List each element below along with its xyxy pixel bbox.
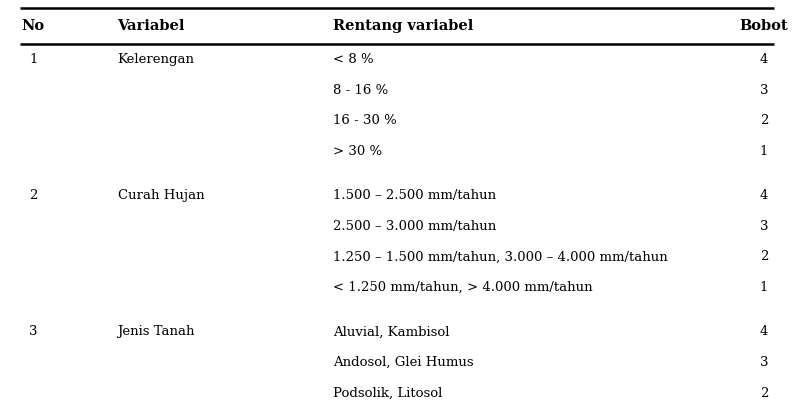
Text: 1: 1 <box>760 145 768 158</box>
Text: 1.250 – 1.500 mm/tahun, 3.000 – 4.000 mm/tahun: 1.250 – 1.500 mm/tahun, 3.000 – 4.000 mm… <box>333 250 669 263</box>
Text: 2: 2 <box>760 250 768 263</box>
Text: 4: 4 <box>760 53 768 66</box>
Text: 1.500 – 2.500 mm/tahun: 1.500 – 2.500 mm/tahun <box>333 189 496 202</box>
Text: > 30 %: > 30 % <box>333 145 383 158</box>
Text: 3: 3 <box>760 220 768 233</box>
Text: 2: 2 <box>29 189 37 202</box>
Text: Kelerengan: Kelerengan <box>118 53 195 66</box>
Text: Rentang variabel: Rentang variabel <box>333 20 474 33</box>
Text: 8 - 16 %: 8 - 16 % <box>333 84 389 97</box>
Text: 16 - 30 %: 16 - 30 % <box>333 114 397 127</box>
Text: 3: 3 <box>29 325 37 339</box>
Text: 3: 3 <box>760 84 768 97</box>
Text: Jenis Tanah: Jenis Tanah <box>118 325 195 339</box>
Text: No: No <box>21 20 45 33</box>
Text: 1: 1 <box>29 53 37 66</box>
Text: 4: 4 <box>760 189 768 202</box>
Text: < 1.250 mm/tahun, > 4.000 mm/tahun: < 1.250 mm/tahun, > 4.000 mm/tahun <box>333 281 593 294</box>
Text: Variabel: Variabel <box>118 20 185 33</box>
Text: Podsolik, Litosol: Podsolik, Litosol <box>333 386 443 399</box>
Text: 4: 4 <box>760 325 768 339</box>
Text: < 8 %: < 8 % <box>333 53 374 66</box>
Text: Curah Hujan: Curah Hujan <box>118 189 204 202</box>
Text: Andosol, Glei Humus: Andosol, Glei Humus <box>333 356 474 369</box>
Text: Aluvial, Kambisol: Aluvial, Kambisol <box>333 325 450 339</box>
Text: 2: 2 <box>760 114 768 127</box>
Text: 1: 1 <box>760 281 768 294</box>
Text: 2.500 – 3.000 mm/tahun: 2.500 – 3.000 mm/tahun <box>333 220 497 233</box>
Text: 3: 3 <box>760 356 768 369</box>
Text: Bobot: Bobot <box>739 20 788 33</box>
Text: 2: 2 <box>760 386 768 399</box>
